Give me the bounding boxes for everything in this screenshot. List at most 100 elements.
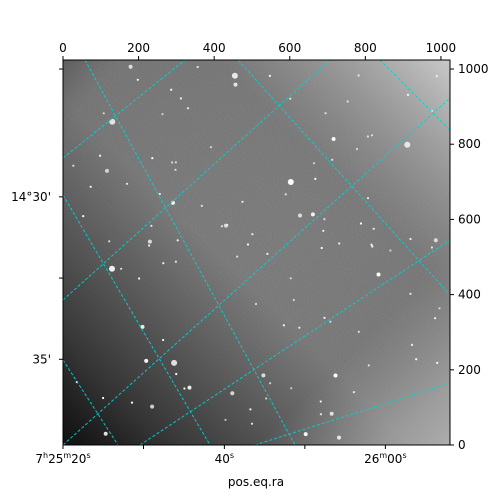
star [319,400,322,403]
grid-line [254,382,450,445]
star [108,240,111,243]
star [289,97,292,100]
y-tick-label-right: 600 [458,212,481,226]
star [355,147,359,151]
x-tick-label-top: 400 [203,41,226,55]
star [148,244,151,247]
x-tick-label-top: 600 [278,41,301,55]
star [120,267,123,270]
star [72,164,75,167]
star [196,65,199,69]
star [333,373,338,378]
star [331,137,336,141]
star [329,320,332,323]
star [161,113,164,116]
pixel-y-axis-right: 0 200 400 600 800 1000 [450,62,489,452]
star [370,243,373,246]
star [261,373,266,378]
grid-line [63,194,211,445]
star [324,112,327,115]
star [233,82,238,87]
star [438,307,441,310]
star [99,154,102,157]
star [298,213,302,218]
star [151,157,154,160]
star [220,225,224,228]
star [175,372,178,376]
star [230,391,235,396]
star [287,179,294,185]
star [246,243,250,246]
star [319,413,322,416]
star [370,134,374,137]
x-axis-label: pos.eq.ra [228,475,284,489]
star [231,72,238,79]
star [346,100,349,103]
star [236,255,239,258]
star [303,432,308,437]
star [323,316,326,319]
ra-tick-label: 26m​00s​ [364,451,407,466]
star [357,330,360,333]
star [265,397,268,400]
ra-tick-label: 7h​25m​20s​ [35,451,90,466]
star [186,107,190,110]
star [323,218,326,221]
star [329,411,334,416]
star [359,222,363,225]
star [130,401,134,404]
y-tick-label-right: 800 [458,137,481,151]
star [409,292,412,295]
star [268,74,271,77]
star [138,277,141,280]
x-tick-label-top: 1000 [426,41,457,55]
y-tick-label-right: 0 [458,438,466,452]
ra-tick-label: 40s​ [215,451,234,466]
star [314,177,317,180]
star [226,223,229,227]
star [372,227,375,230]
star [251,233,254,236]
star [140,324,145,329]
star [371,245,374,248]
star [209,146,213,149]
star [298,326,301,329]
star [150,224,153,227]
star [337,435,341,440]
star [109,118,116,125]
grid-line [84,60,296,445]
star [109,265,115,272]
star [254,302,258,306]
star [102,112,105,115]
star [170,88,173,91]
ra-axis-bottom: 7h​25m​20s​ 40s​ 26m​00s​ [35,445,407,466]
star [331,158,334,161]
coordinate-grid [63,60,450,445]
star [150,404,155,409]
star [282,324,285,327]
star [183,387,186,390]
star [290,387,293,390]
star [352,391,355,394]
dec-tick-label: 35' [32,352,51,366]
x-tick-label-top: 200 [127,41,150,55]
star [224,418,227,421]
star-field [72,64,441,440]
star [357,74,360,77]
star [367,364,370,367]
star [102,396,105,400]
star [179,97,182,100]
star [174,168,177,171]
star [366,135,369,138]
grid-line [379,60,450,131]
dec-tick-label: 14°30' [11,190,51,204]
star [105,168,109,173]
star [434,317,437,320]
star [436,361,439,364]
star [162,262,165,265]
bright-corner-bottom-right [63,60,450,445]
pixel-x-axis-top: 0 200 400 600 800 1000 [59,41,456,60]
star [250,422,254,425]
star [410,343,414,346]
